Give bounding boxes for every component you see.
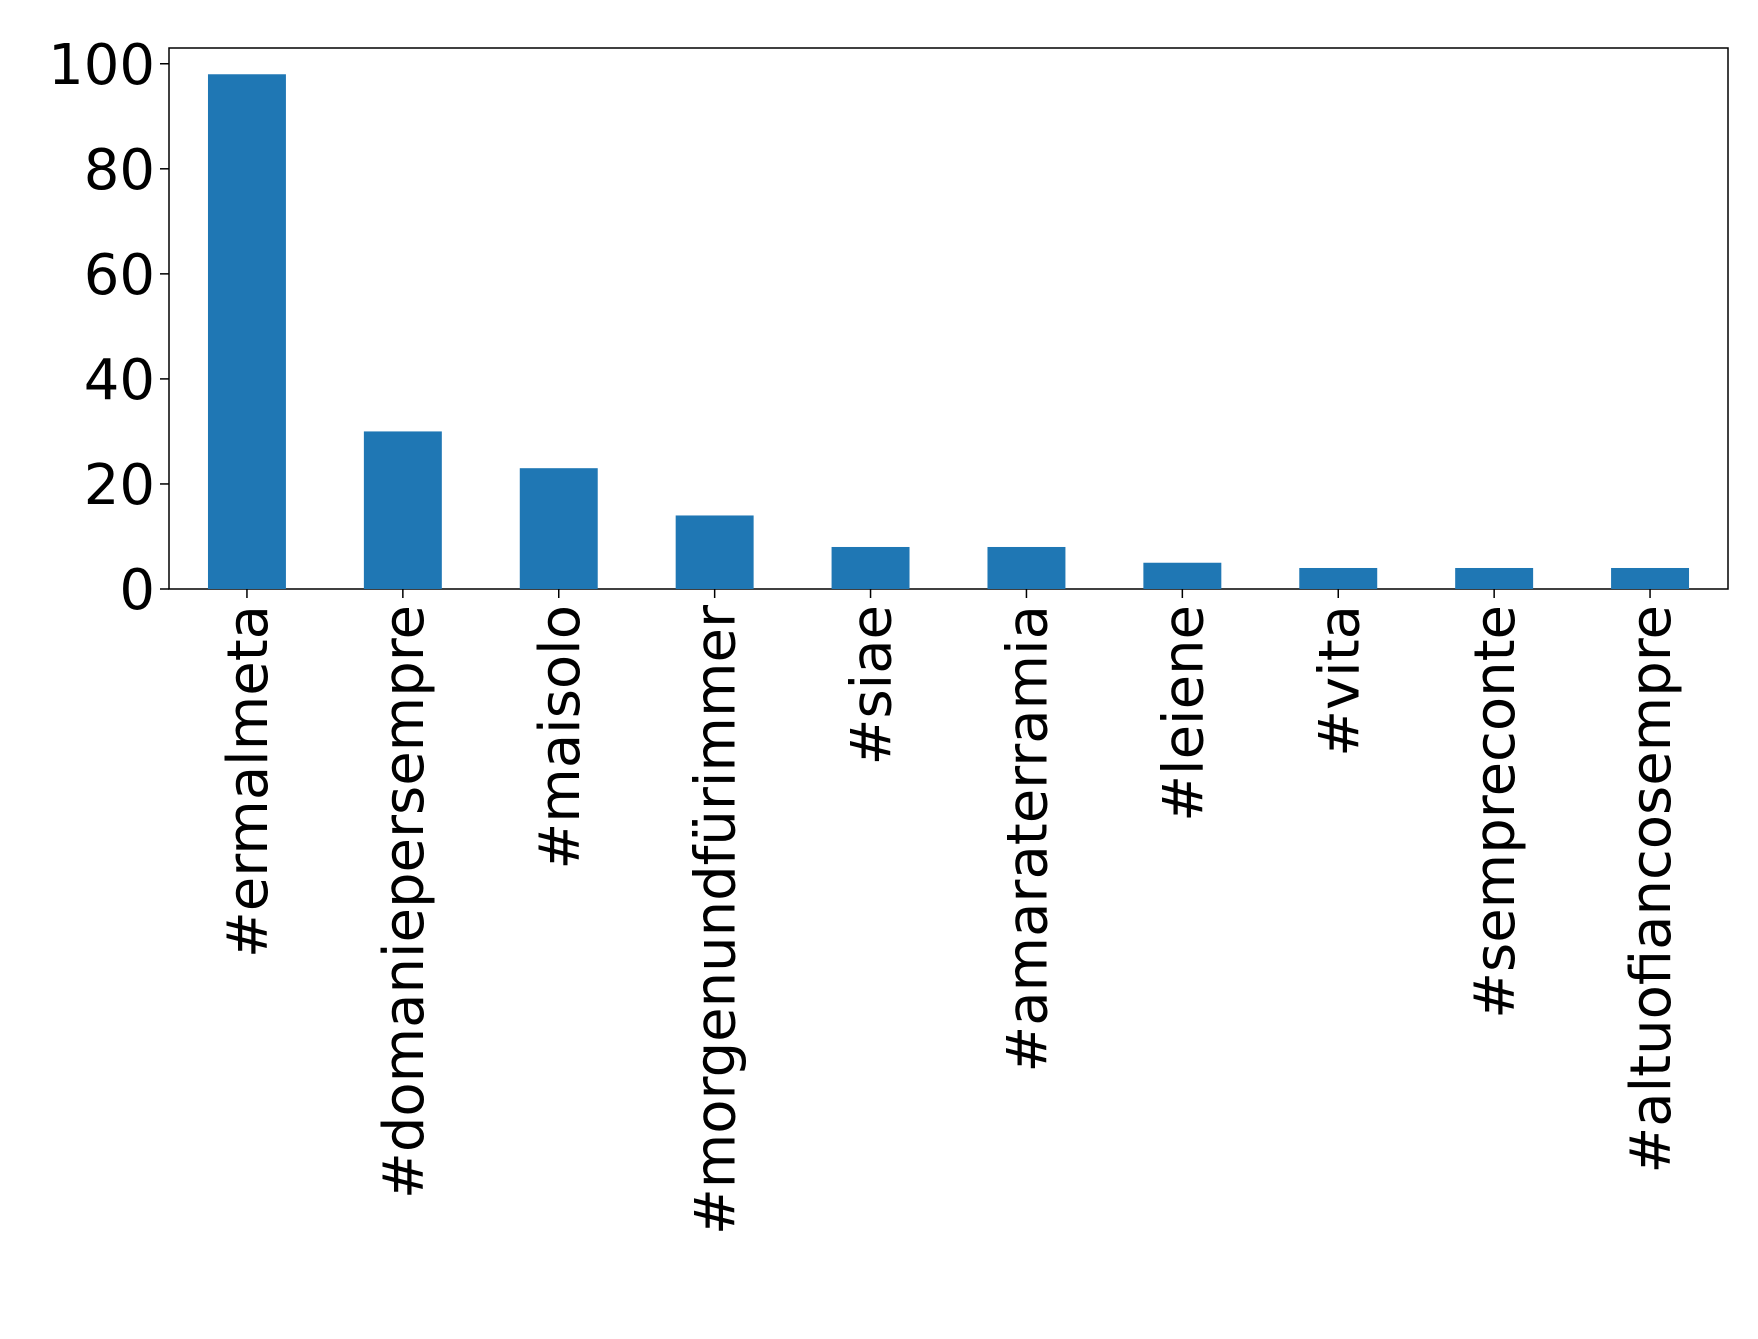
x-tick-label: #sempreconte [1463,605,1528,1019]
bar [675,515,754,589]
x-tick-label: #altuofiancosempre [1619,605,1684,1174]
y-tick-label: 0 [119,558,155,623]
x-tick-label: #morgenundfürimmer [684,604,749,1235]
bar [1455,567,1534,589]
bar [1143,562,1222,589]
bar [519,468,598,589]
bar [1299,567,1378,589]
x-tick-label: #siae [840,605,905,765]
x-tick-label: #domaniepersempre [372,605,437,1199]
bar [207,74,286,589]
bar [1611,567,1690,589]
y-tick-label: 40 [84,348,155,413]
x-tick-label: #amaraterramia [995,605,1060,1073]
x-tick-label: #ermalmeta [216,605,281,958]
x-tick-label: #leiene [1151,605,1216,822]
bar [831,546,910,589]
plot-frame [168,47,1729,590]
y-tick-label: 80 [84,138,155,203]
x-tick-label: #maisolo [528,605,593,870]
bar [987,546,1066,589]
y-tick-label: 20 [84,453,155,518]
x-tick-label: #vita [1307,605,1372,757]
bar [363,431,442,589]
y-tick-label: 100 [48,33,155,98]
y-tick-label: 60 [84,243,155,308]
